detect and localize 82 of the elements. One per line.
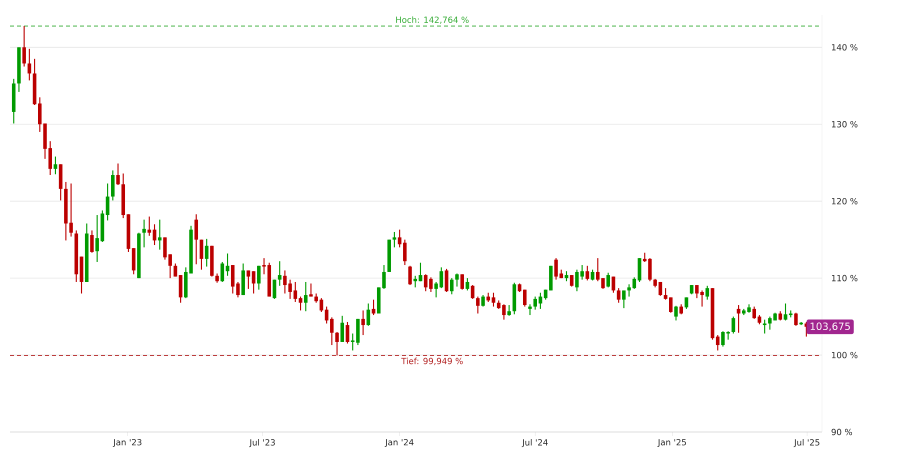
candlestick: [54, 156, 58, 175]
candlestick: [528, 304, 532, 316]
candlestick: [200, 239, 204, 270]
candlestick: [466, 278, 470, 291]
x-tick-label: Jul '25: [794, 439, 820, 448]
candlestick: [706, 285, 710, 300]
candlestick: [444, 268, 448, 293]
candlestick: [590, 269, 594, 281]
candlestick: [768, 316, 772, 330]
x-tick-label: Jan '25: [657, 439, 686, 448]
candlestick: [564, 270, 568, 282]
candlestick: [361, 310, 365, 336]
y-tick-label: 140 %: [832, 44, 858, 51]
candlestick: [455, 272, 459, 288]
candlestick: [106, 182, 110, 221]
candlestick: [612, 276, 616, 294]
candlestick: [721, 330, 725, 348]
y-tick-label: 90 %: [832, 428, 852, 436]
candlestick: [278, 260, 282, 286]
candlestick: [700, 290, 704, 308]
candlestick: [372, 299, 376, 316]
candlestick: [622, 290, 626, 309]
candlestick: [570, 274, 574, 288]
candlestick: [778, 310, 782, 321]
candlestick: [580, 264, 584, 280]
candlestick: [606, 272, 610, 288]
candlestick: [460, 274, 464, 290]
candlestick: [674, 305, 678, 321]
y-tick-label: 110 %: [832, 274, 858, 282]
candlestick: [158, 219, 162, 250]
x-tick-label: Jul '23: [249, 439, 275, 448]
candlestick: [450, 278, 454, 295]
candlestick: [575, 269, 579, 292]
candlestick: [257, 265, 261, 290]
candlestick: [168, 254, 172, 279]
x-tick-label: Jan '24: [384, 439, 414, 448]
candlestick: [695, 284, 699, 299]
y-tick-label: 120 %: [832, 198, 858, 204]
candlestick: [215, 272, 219, 284]
candlestick: [283, 270, 287, 294]
candlestick: [762, 319, 766, 334]
candlestick: [252, 270, 256, 294]
candlestick: [298, 296, 302, 311]
y-tick-label: 100 %: [832, 352, 858, 358]
candlestick: [736, 304, 740, 334]
candlestick: [163, 236, 167, 260]
x-tick-label: Jan '23: [112, 439, 142, 448]
candlestick: [309, 282, 313, 298]
x-tick-label: Jul '24: [522, 439, 548, 448]
candlestick: [90, 230, 94, 254]
candlestick: [132, 248, 136, 275]
ref-line-label: Hoch: 142,764 %: [396, 16, 469, 24]
candlestick: [304, 281, 308, 312]
candlestick: [178, 274, 182, 304]
candlestick: [272, 279, 276, 300]
candlestick: [408, 265, 412, 286]
candlestick: [111, 170, 115, 201]
y-tick-label: 130 %: [832, 121, 858, 128]
candlestick: [335, 331, 339, 356]
candlestick: [28, 48, 32, 81]
candlestick: [732, 316, 736, 334]
candlestick: [194, 214, 198, 265]
candlestick: [586, 265, 590, 281]
ref-line-label: Tief: 99,949 %: [401, 358, 463, 366]
candlestick: [116, 162, 120, 186]
candlestick: [481, 294, 485, 308]
candlestick: [346, 321, 350, 344]
candlestick: [366, 302, 370, 326]
candlestick: [690, 284, 694, 295]
candlestick: [340, 315, 344, 343]
candlestick: [470, 284, 474, 300]
candlestick: [794, 312, 798, 326]
candlestick: [679, 304, 683, 315]
candlestick: [246, 270, 250, 290]
candlestick: [69, 182, 73, 238]
candlestick: [204, 238, 208, 268]
candlestick: [22, 25, 26, 68]
annotation: 103,675: [810, 322, 850, 332]
candlestick: [476, 296, 480, 314]
candlestick: [616, 288, 620, 304]
candlestick: [507, 304, 511, 316]
candlestick: [174, 262, 178, 278]
